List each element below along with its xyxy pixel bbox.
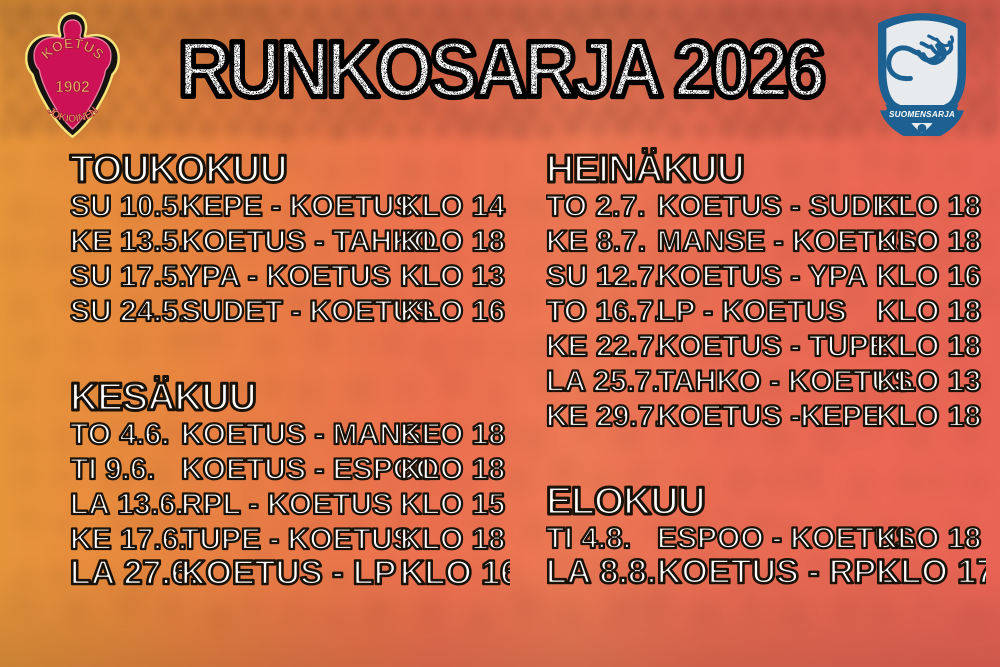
svg-text:LA 13.6.: LA 13.6. [70, 488, 184, 521]
svg-text:KLO 18: KLO 18 [876, 330, 981, 363]
svg-text:TO 16.7.: TO 16.7. [546, 295, 662, 328]
svg-text:KOETUS - TUPE: KOETUS - TUPE [657, 330, 889, 363]
svg-text:KLO 16: KLO 16 [876, 260, 981, 293]
svg-text:KLO 16: KLO 16 [400, 556, 510, 592]
svg-text:KLO 18: KLO 18 [400, 453, 505, 486]
svg-text:KESÄKUU: KESÄKUU [70, 376, 256, 419]
svg-text:KOETUS - TAHKO: KOETUS - TAHKO [181, 225, 437, 258]
svg-text:KLO 16: KLO 16 [400, 295, 505, 328]
svg-text:KLO 17: KLO 17 [876, 555, 986, 591]
svg-text:KLO 18: KLO 18 [876, 225, 981, 258]
svg-text:KLO 18: KLO 18 [400, 418, 505, 451]
svg-text:KE 8.7.: KE 8.7. [546, 225, 646, 258]
svg-text:KOETUS - RPL: KOETUS - RPL [657, 555, 897, 591]
svg-text:RUNKOSARJA 2026: RUNKOSARJA 2026 [178, 26, 823, 114]
svg-text:TO 4.6.: TO 4.6. [70, 418, 170, 451]
svg-text:SU 10.5.: SU 10.5. [70, 190, 187, 223]
svg-text:KLO 18: KLO 18 [876, 295, 981, 328]
svg-text:LP - KOETUS: LP - KOETUS [657, 295, 846, 328]
svg-text:TOUKOKUU: TOUKOKUU [70, 148, 287, 191]
svg-text:KLO 18: KLO 18 [876, 190, 981, 223]
svg-text:SUDET - KOETUS: SUDET - KOETUS [181, 295, 434, 328]
svg-text:KLO 18: KLO 18 [876, 400, 981, 433]
svg-text:KLO 18: KLO 18 [400, 225, 505, 258]
svg-text:KE 29.7.: KE 29.7. [546, 400, 663, 433]
svg-text:LA 8.8.: LA 8.8. [546, 555, 656, 591]
svg-text:TO 2.7.: TO 2.7. [546, 190, 646, 223]
svg-text:KLO 14: KLO 14 [400, 190, 505, 223]
svg-text:SU 12.7.: SU 12.7. [546, 260, 663, 293]
svg-text:KE 22.7.: KE 22.7. [546, 330, 663, 363]
svg-text:KEPE - KOETUS: KEPE - KOETUS [181, 190, 414, 223]
svg-text:KOETUS -KEPE: KOETUS -KEPE [657, 400, 882, 433]
svg-text:YPA - KOETUS: YPA - KOETUS [181, 260, 391, 293]
svg-text:KLO 13: KLO 13 [400, 260, 505, 293]
svg-text:LA 25.7.: LA 25.7. [546, 365, 660, 398]
svg-text:KLO 13: KLO 13 [876, 365, 981, 398]
svg-text:KE 17.6.: KE 17.6. [70, 523, 187, 556]
svg-text:SU 24.5.: SU 24.5. [70, 295, 187, 328]
svg-text:KOETUS - LP: KOETUS - LP [181, 556, 396, 592]
svg-text:ELOKUU: ELOKUU [546, 480, 705, 523]
svg-text:LA 27.6.: LA 27.6. [70, 556, 199, 592]
svg-text:TAHKO - KOETUS: TAHKO - KOETUS [657, 365, 913, 398]
svg-text:KE 13.5.: KE 13.5. [70, 225, 187, 258]
svg-text:KOETUS - YPA: KOETUS - YPA [657, 260, 868, 293]
svg-text:TI 4.8.: TI 4.8. [546, 522, 631, 555]
svg-text:KLO 15: KLO 15 [400, 488, 505, 521]
svg-text:KLO 18: KLO 18 [400, 523, 505, 556]
svg-text:TUPE - KOETUS: TUPE - KOETUS [181, 523, 413, 556]
svg-text:TI 9.6.: TI 9.6. [70, 453, 155, 486]
svg-text:KLO 18: KLO 18 [876, 522, 981, 555]
svg-text:HEINÄKUU: HEINÄKUU [546, 148, 744, 191]
svg-text:KOETUS - SUDET: KOETUS - SUDET [657, 190, 910, 223]
svg-text:RPL - KOETUS: RPL - KOETUS [181, 488, 392, 521]
svg-text:SU 17.5.: SU 17.5. [70, 260, 187, 293]
